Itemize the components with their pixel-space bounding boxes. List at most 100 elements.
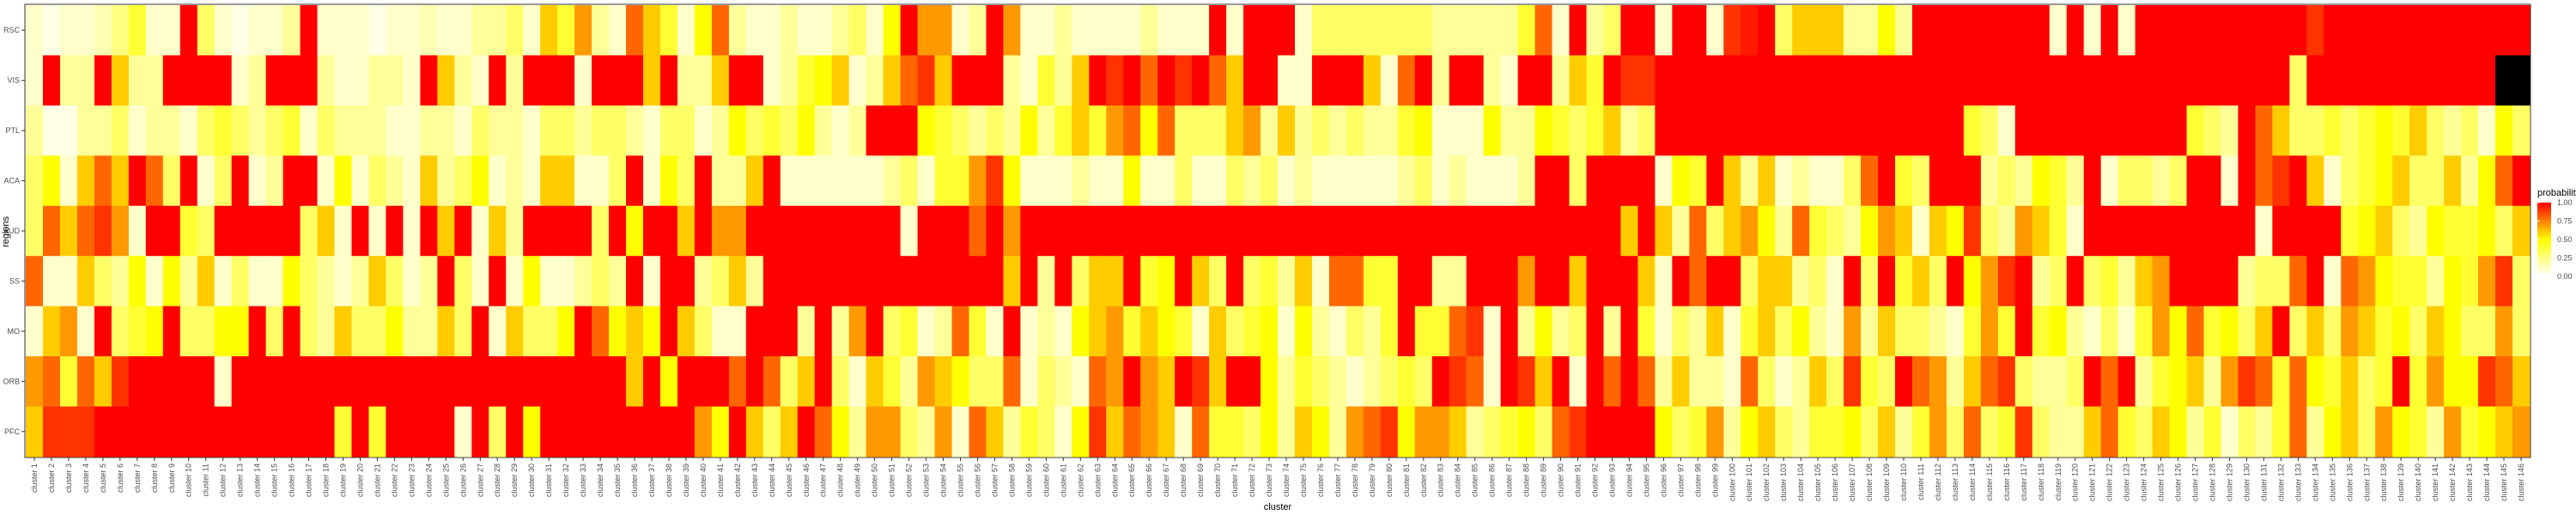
x-tick-label: cluster 101 — [1745, 464, 1753, 501]
heatmap-cell-RSC-16 — [283, 5, 301, 57]
heatmap-cell-ACA-58 — [1003, 155, 1022, 207]
x-tick-label: cluster 19 — [339, 464, 348, 497]
x-tick-label: cluster 43 — [750, 464, 759, 497]
x-tick-label: cluster 88 — [1522, 464, 1531, 497]
heatmap-cell-SS-45 — [780, 256, 799, 307]
heatmap-cell-AUD-14 — [248, 205, 267, 257]
heatmap-cell-SS-12 — [214, 256, 233, 307]
heatmap-cell-PTL-37 — [643, 105, 661, 156]
heatmap-cell-MO-141 — [2427, 306, 2445, 357]
heatmap-cell-AUD-57 — [986, 205, 1005, 257]
heatmap-cell-AUD-124 — [2135, 205, 2154, 257]
heatmap-cell-ORB-126 — [2169, 356, 2188, 408]
heatmap-cell-VIS-2 — [42, 55, 61, 106]
heatmap-cell-PTL-76 — [1311, 105, 1330, 156]
heatmap-cell-PFC-143 — [2461, 406, 2479, 457]
heatmap-cell-SS-35 — [609, 256, 627, 307]
heatmap-cell-PFC-24 — [420, 406, 438, 457]
heatmap-cell-VIS-36 — [626, 55, 644, 106]
heatmap-cell-ORB-135 — [2324, 356, 2342, 408]
heatmap-cell-PFC-67 — [1157, 406, 1176, 457]
heatmap-cell-ORB-18 — [317, 356, 336, 408]
heatmap-cell-ORB-109 — [1878, 356, 1896, 408]
heatmap-cell-VIS-52 — [900, 55, 919, 106]
heatmap-cell-MO-117 — [2014, 306, 2033, 357]
heatmap-cell-ORB-104 — [1792, 356, 1810, 408]
heatmap-cell-SS-52 — [900, 256, 919, 307]
x-tick-label: cluster 1 — [30, 464, 39, 493]
x-tick-label: cluster 89 — [1540, 464, 1548, 497]
heatmap-cell-AUD-97 — [1672, 205, 1690, 257]
x-tick-label: cluster 93 — [1608, 464, 1617, 497]
heatmap-cell-PFC-66 — [1140, 406, 1158, 457]
heatmap-cell-MO-37 — [643, 306, 661, 357]
heatmap-cell-PFC-135 — [2324, 406, 2342, 457]
x-tick-label: cluster 61 — [1059, 464, 1067, 497]
heatmap-cell-MO-97 — [1672, 306, 1690, 357]
heatmap-cell-ACA-62 — [1072, 155, 1090, 207]
heatmap-cell-ACA-98 — [1689, 155, 1707, 207]
x-tick-label: cluster 40 — [699, 464, 708, 497]
heatmap-cell-RSC-108 — [1861, 5, 1879, 57]
heatmap-cell-ACA-20 — [351, 155, 370, 207]
heatmap-cell-PTL-73 — [1261, 105, 1279, 156]
heatmap-cell-ACA-71 — [1226, 155, 1244, 207]
heatmap-cell-MO-65 — [1123, 306, 1141, 357]
heatmap-cell-PFC-99 — [1706, 406, 1724, 457]
heatmap-cell-PFC-35 — [609, 406, 627, 457]
heatmap-cell-PFC-85 — [1466, 406, 1485, 457]
heatmap-cell-ACA-6 — [111, 155, 130, 207]
heatmap-cell-ACA-77 — [1328, 155, 1347, 207]
heatmap-cell-ORB-25 — [437, 356, 455, 408]
heatmap-cell-PTL-21 — [368, 105, 387, 156]
heatmap-cell-SS-25 — [437, 256, 455, 307]
x-tick-label: cluster 145 — [2500, 464, 2508, 501]
x-tick-label: cluster 74 — [1282, 464, 1291, 497]
heatmap-cell-SS-87 — [1500, 256, 1519, 307]
heatmap-cell-RSC-20 — [351, 5, 370, 57]
heatmap-cell-ORB-57 — [986, 356, 1005, 408]
heatmap-cell-RSC-41 — [711, 5, 730, 57]
x-tick-label: cluster 99 — [1710, 464, 1719, 497]
x-tick-label: cluster 83 — [1437, 464, 1445, 497]
heatmap-cell-PFC-63 — [1089, 406, 1107, 457]
heatmap-cell-PFC-86 — [1483, 406, 1502, 457]
x-tick-label: cluster 30 — [527, 464, 536, 497]
heatmap-cell-SS-113 — [1946, 256, 1965, 307]
heatmap-cell-SS-36 — [626, 256, 644, 307]
heatmap-cell-PTL-127 — [2186, 105, 2205, 156]
heatmap-cell-ORB-30 — [523, 356, 541, 408]
heatmap-cell-PTL-130 — [2238, 105, 2257, 156]
x-tick-label: cluster 18 — [322, 464, 331, 497]
heatmap-cell-MO-46 — [797, 306, 816, 357]
heatmap-cell-MO-125 — [2152, 306, 2171, 357]
heatmap-cell-PTL-94 — [1620, 105, 1639, 156]
heatmap-cell-MO-134 — [2306, 306, 2324, 357]
heatmap-cell-ORB-96 — [1655, 356, 1673, 408]
heatmap-cell-MO-86 — [1483, 306, 1502, 357]
heatmap-cell-RSC-72 — [1243, 5, 1261, 57]
heatmap-cell-SS-64 — [1106, 256, 1124, 307]
heatmap-cell-RSC-140 — [2409, 5, 2427, 57]
heatmap-cell-AUD-21 — [368, 205, 387, 257]
heatmap-cell-MO-56 — [969, 306, 987, 357]
heatmap-cell-MO-121 — [2083, 306, 2102, 357]
heatmap-cell-SS-6 — [111, 256, 130, 307]
heatmap-cell-RSC-42 — [728, 5, 747, 57]
heatmap-cell-RSC-87 — [1500, 5, 1519, 57]
heatmap-cell-VIS-82 — [1414, 55, 1433, 106]
heatmap-cell-VIS-11 — [197, 55, 216, 106]
heatmap-cell-ORB-68 — [1175, 356, 1193, 408]
heatmap-cell-SS-93 — [1603, 256, 1622, 307]
heatmap-cell-MO-75 — [1294, 306, 1313, 357]
x-tick-label: cluster 146 — [2517, 464, 2525, 501]
heatmap-cell-ACA-9 — [162, 155, 181, 207]
heatmap-cell-PTL-131 — [2255, 105, 2274, 156]
heatmap-cell-MO-35 — [609, 306, 627, 357]
heatmap-cell-AUD-143 — [2461, 205, 2479, 257]
heatmap-cell-PFC-9 — [162, 406, 181, 457]
heatmap-cell-ORB-106 — [1826, 356, 1844, 408]
heatmap-cell-PTL-100 — [1723, 105, 1741, 156]
heatmap-cell-SS-74 — [1278, 256, 1296, 307]
heatmap-cell-ACA-89 — [1534, 155, 1553, 207]
